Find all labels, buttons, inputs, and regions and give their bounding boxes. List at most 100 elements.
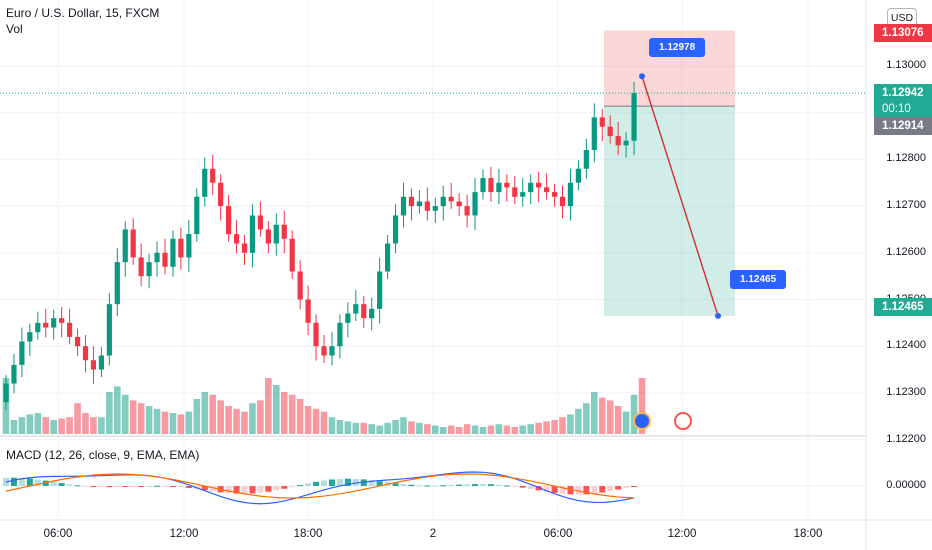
candle-body bbox=[82, 346, 89, 361]
candle-body bbox=[11, 364, 17, 384]
candle-body bbox=[567, 182, 574, 207]
candle-body bbox=[551, 192, 558, 197]
candle-body bbox=[559, 196, 566, 207]
volume-bar bbox=[296, 399, 304, 434]
macd-histogram-bar bbox=[241, 486, 248, 494]
volume-bar bbox=[114, 386, 121, 434]
macd-histogram-bar bbox=[281, 486, 288, 489]
candle-body bbox=[202, 168, 208, 197]
price-tick: 1.12300 bbox=[886, 385, 926, 398]
candle-body bbox=[265, 229, 271, 244]
macd-line bbox=[5, 471, 635, 505]
macd-histogram-bar bbox=[615, 486, 622, 490]
overlays bbox=[0, 73, 866, 430]
bar-countdown: 00:10 bbox=[882, 103, 911, 115]
candle-body bbox=[106, 304, 112, 356]
signal-line bbox=[5, 473, 635, 499]
candle-body bbox=[607, 126, 613, 137]
macd-histogram-bar bbox=[273, 486, 280, 491]
volume-legend[interactable]: Vol bbox=[6, 22, 23, 36]
candle-body bbox=[464, 206, 470, 216]
volume-bar bbox=[360, 422, 368, 434]
candle-body bbox=[615, 136, 621, 146]
volume-bar bbox=[177, 414, 185, 434]
volume-bar bbox=[18, 417, 26, 434]
time-tick: 12:00 bbox=[169, 528, 199, 540]
volume-bar bbox=[58, 418, 65, 434]
volume-bar bbox=[106, 392, 113, 434]
macd-histogram-bar bbox=[233, 486, 240, 494]
candle-body bbox=[67, 322, 73, 337]
volume-bar bbox=[416, 422, 423, 434]
candle-body bbox=[19, 341, 25, 365]
volume-bar bbox=[591, 392, 598, 434]
macd-histogram-bar bbox=[26, 478, 33, 486]
macd-histogram-bar bbox=[368, 480, 375, 486]
candle-body bbox=[536, 182, 542, 188]
macd-histogram-bar bbox=[10, 477, 17, 486]
volume-bar bbox=[249, 403, 256, 434]
price-tick: 1.12600 bbox=[886, 245, 926, 258]
volume-bar bbox=[471, 425, 479, 434]
candle-body bbox=[146, 262, 152, 277]
candle-body bbox=[226, 206, 232, 235]
macd-histogram-bar bbox=[98, 486, 105, 488]
macd-histogram-bar bbox=[328, 479, 335, 486]
candle-body bbox=[27, 332, 33, 342]
candle-body bbox=[241, 243, 248, 253]
macd-histogram-bar bbox=[464, 484, 471, 486]
symbol-title[interactable]: Euro / U.S. Dollar, 15, FXCM bbox=[6, 6, 160, 20]
candle-body bbox=[377, 271, 383, 309]
candle-body bbox=[448, 196, 454, 202]
candle-body bbox=[472, 192, 478, 216]
macd-histogram-bar bbox=[114, 486, 121, 487]
volume-bar bbox=[328, 417, 336, 434]
candle-body bbox=[170, 238, 176, 267]
forecast-line bbox=[641, 76, 719, 317]
macd-histogram-bar bbox=[257, 486, 264, 493]
volume-bar bbox=[265, 378, 272, 434]
macd-histogram-bar bbox=[249, 486, 256, 494]
volume-bar bbox=[368, 424, 375, 434]
candle-body bbox=[432, 206, 438, 211]
entry-price-tag: 1.12914 bbox=[874, 117, 932, 135]
candle-body bbox=[249, 215, 256, 253]
volume-bar bbox=[511, 427, 519, 434]
forecast-end-callout[interactable]: 1.12465 bbox=[730, 270, 787, 289]
volume-bar bbox=[463, 424, 471, 434]
macd-histogram-bar bbox=[162, 486, 168, 487]
macd-histogram-bar bbox=[106, 486, 113, 488]
candle-body bbox=[528, 182, 534, 193]
last-price-tag: 1.12942 00:10 bbox=[874, 84, 932, 118]
currency-button[interactable]: USD bbox=[887, 8, 917, 28]
macd-histogram-bar bbox=[130, 486, 137, 487]
macd-histogram-bar bbox=[408, 484, 415, 486]
candle-body bbox=[74, 336, 81, 347]
forecast-start-point bbox=[639, 73, 645, 80]
candle-body bbox=[512, 187, 518, 197]
volume-bar bbox=[74, 403, 81, 434]
macd-legend[interactable]: MACD (12, 26, close, 9, EMA, EMA) bbox=[6, 448, 200, 462]
macd-histogram-bar bbox=[74, 485, 81, 487]
macd-histogram-bar bbox=[424, 485, 431, 487]
macd-indicator bbox=[3, 471, 638, 505]
volume-bar bbox=[551, 420, 558, 434]
volume-bar bbox=[527, 424, 534, 434]
candle-body bbox=[400, 196, 407, 216]
macd-histogram-bar bbox=[376, 481, 383, 486]
volume-bar bbox=[344, 421, 352, 434]
candle-body bbox=[90, 360, 97, 370]
forecast-start-callout[interactable]: 1.12978 bbox=[649, 38, 706, 57]
volume-bar bbox=[495, 424, 503, 434]
volume-bar bbox=[273, 385, 280, 434]
volume-bar bbox=[614, 406, 622, 434]
macd-histogram-bar bbox=[50, 481, 57, 486]
macd-histogram-bar bbox=[209, 486, 216, 492]
macd-histogram-bar bbox=[42, 480, 49, 486]
macd-histogram-bar bbox=[336, 478, 343, 486]
us-event-icon bbox=[674, 412, 692, 430]
last-price-value: 1.12942 bbox=[882, 87, 924, 99]
volume-bar bbox=[129, 400, 137, 434]
macd-histogram-bar bbox=[138, 486, 145, 487]
